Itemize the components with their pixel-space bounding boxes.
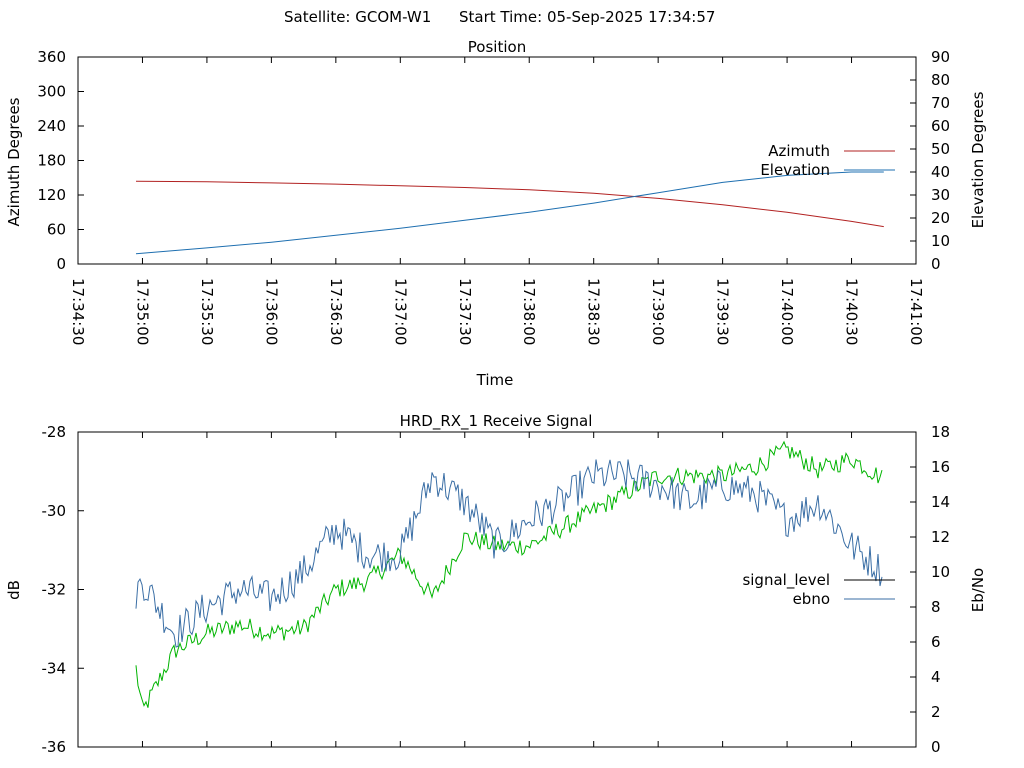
pos-y-tick-label: 360 — [37, 48, 66, 66]
pos-x-tick-label: 17:38:30 — [585, 278, 603, 345]
position-x-axis: 17:34:30 17:35:00 17:35:30 17:36:00 17:36:30… — [69, 57, 925, 345]
position-y2label: Elevation Degrees — [969, 91, 987, 228]
sig-y2-tick-label: 0 — [931, 738, 941, 756]
pos-y-tick-label: 0 — [56, 255, 66, 273]
pos-y2-tick-label: 10 — [931, 232, 950, 250]
pos-x-tick-label: 17:36:00 — [262, 278, 280, 345]
pos-x-tick-label: 17:39:00 — [649, 278, 667, 345]
pos-y2-tick-label: 90 — [931, 48, 950, 66]
pos-x-tick-label: 17:39:30 — [714, 278, 732, 345]
signal-legend: signal_level ebno — [742, 571, 895, 608]
pos-y2-tick-label: 20 — [931, 209, 950, 227]
signal-title: HRD_RX_1 Receive Signal — [400, 412, 593, 431]
legend-ebno-label: ebno — [793, 590, 830, 608]
sig-y2-tick-label: 18 — [931, 423, 950, 441]
position-legend: Azimuth Elevation — [760, 142, 895, 179]
position-ylabel: Azimuth Degrees — [5, 97, 23, 226]
sig-y-tick-label: -36 — [42, 738, 67, 756]
pos-x-tick-label: 17:37:30 — [456, 278, 474, 345]
pos-series-azimuth-line — [135, 180, 884, 228]
pos-x-tick-label: 17:41:00 — [907, 278, 925, 345]
position-y2-axis: 0 10 20 30 40 50 60 70 80 90 — [910, 48, 950, 273]
pos-y-tick-label: 120 — [37, 186, 66, 204]
sig-y2-tick-label: 2 — [931, 703, 941, 721]
signal-plot-frame — [77, 431, 917, 748]
pos-y2-tick-label: 60 — [931, 117, 950, 135]
pos-x-tick-label: 17:38:00 — [520, 278, 538, 345]
position-xlabel: Time — [476, 371, 514, 389]
signal-y2label: Eb/No — [969, 568, 987, 612]
pos-y2-tick-label: 0 — [931, 255, 941, 273]
sig-y2-tick-label: 12 — [931, 528, 950, 546]
sig-y-tick-label: -32 — [42, 581, 67, 599]
signal-chart: HRD_RX_1 Receive Signal -28-30-32-34-36 … — [5, 412, 987, 756]
sig-y2-tick-label: 6 — [931, 633, 941, 651]
pos-x-tick-label: 17:35:00 — [133, 278, 151, 345]
pos-y2-tick-label: 30 — [931, 186, 950, 204]
sig-y2-tick-label: 4 — [931, 668, 941, 686]
pos-y-tick-label: 240 — [37, 117, 66, 135]
pos-x-tick-label: 17:34:30 — [69, 278, 87, 345]
signal-ylabel: dB — [5, 580, 23, 600]
pos-y-tick-label: 60 — [47, 221, 66, 239]
pos-x-tick-label: 17:40:00 — [778, 278, 796, 345]
position-series — [135, 171, 884, 255]
sig-y2-tick-label: 16 — [931, 458, 950, 476]
sig-y-tick-label: -34 — [42, 659, 67, 677]
pos-y2-tick-label: 40 — [931, 163, 950, 181]
legend-azimuth-label: Azimuth — [768, 142, 830, 160]
pos-y2-tick-label: 70 — [931, 94, 950, 112]
pos-y-tick-label: 300 — [37, 83, 66, 101]
signal-x-axis — [77, 432, 917, 747]
pos-y-tick-label: 180 — [37, 152, 66, 170]
legend-signal-level-label: signal_level — [742, 571, 830, 590]
sig-y2-tick-label: 14 — [931, 493, 950, 511]
pos-series-elevation-line — [135, 171, 884, 255]
header-start-time: Start Time: 05-Sep-2025 17:34:57 — [459, 8, 715, 26]
pos-x-tick-label: 17:40:30 — [843, 278, 861, 345]
pos-x-tick-label: 17:37:00 — [391, 278, 409, 345]
position-title: Position — [468, 38, 526, 56]
position-chart: Position 0 60 120 180 240 300 360 0 10 20 30 40 50 6… — [5, 38, 987, 389]
sig-y2-tick-label: 10 — [931, 563, 950, 581]
signal-y-axis: -28 -30 -32 -34 -36 — [42, 423, 84, 756]
sig-y-tick-label: -30 — [42, 502, 67, 520]
pos-y2-tick-label: 50 — [931, 140, 950, 158]
legend-elevation-label: Elevation — [760, 161, 830, 179]
pos-y2-tick-label: 80 — [931, 71, 950, 89]
header-satellite: Satellite: GCOM-W1 — [284, 8, 431, 26]
sig-y-tick-label: -28 — [42, 423, 67, 441]
position-y-axis: 0 60 120 180 240 300 360 — [37, 48, 84, 273]
sig-series-ebno-line — [135, 459, 883, 648]
sig-y2-tick-label: 8 — [931, 598, 941, 616]
pos-x-tick-label: 17:35:30 — [198, 278, 216, 345]
signal-series — [135, 440, 883, 708]
pos-x-tick-label: 17:36:30 — [327, 278, 345, 345]
signal-y2-axis: 0 2 4 6 8 10 12 14 16 18 — [910, 423, 950, 756]
